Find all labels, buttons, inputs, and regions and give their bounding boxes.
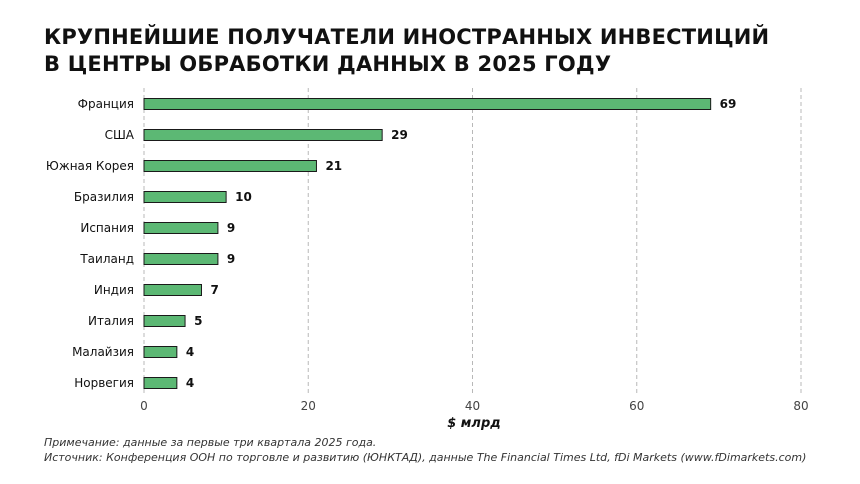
value-label: 5 — [194, 314, 202, 328]
bar — [143, 284, 202, 296]
value-labels: 69 29 21 10 9 9 7 5 4 4 — [186, 97, 737, 390]
category-label: Индия — [94, 283, 134, 297]
x-tick-label: 40 — [465, 399, 480, 413]
x-tick-label: 0 — [140, 399, 148, 413]
value-label: 9 — [227, 252, 235, 266]
bar — [143, 253, 219, 265]
bar — [143, 315, 186, 327]
category-label: Таиланд — [79, 252, 134, 266]
x-axis-label: $ млрд — [447, 416, 501, 431]
category-label: Испания — [80, 221, 134, 235]
category-label: США — [105, 128, 135, 142]
value-label: 10 — [235, 190, 252, 204]
value-label: 4 — [186, 345, 194, 359]
bar — [143, 191, 227, 203]
category-label: Франция — [78, 97, 134, 111]
value-label: 21 — [325, 159, 342, 173]
bar — [143, 129, 383, 141]
x-tick-labels: 0 20 40 60 80 — [140, 399, 808, 413]
footnote: Примечание: данные за первые три квартал… — [44, 435, 806, 465]
category-label: Италия — [88, 314, 134, 328]
bar — [143, 377, 178, 389]
bar — [143, 346, 178, 358]
source-text: Источник: Конференция ООН по торговле и … — [44, 451, 807, 464]
category-labels: Франция США Южная Корея Бразилия Испания Таил… — [46, 97, 135, 390]
chart-title: КРУПНЕЙШИЕ ПОЛУЧАТЕЛИ ИНОСТРАННЫХ ИНВЕСТ… — [44, 24, 824, 78]
category-label: Бразилия — [74, 190, 134, 204]
value-label: 7 — [210, 283, 218, 297]
category-label: Южная Корея — [46, 159, 134, 173]
chart-title-line-1: КРУПНЕЙШИЕ ПОЛУЧАТЕЛИ ИНОСТРАННЫХ ИНВЕСТ… — [44, 25, 770, 49]
category-label: Норвегия — [74, 376, 134, 390]
x-tick-label: 20 — [301, 399, 316, 413]
bars — [143, 98, 712, 389]
value-label: 4 — [186, 376, 194, 390]
bar — [143, 98, 712, 110]
chart-title-line-2: В ЦЕНТРЫ ОБРАБОТКИ ДАННЫХ В 2025 ГОДУ — [44, 52, 612, 76]
x-tick-label: 60 — [629, 399, 644, 413]
value-label: 29 — [391, 128, 408, 142]
bar — [143, 222, 219, 234]
bar — [143, 160, 317, 172]
category-label: Малайзия — [72, 345, 134, 359]
value-label: 9 — [227, 221, 235, 235]
note-text: Примечание: данные за первые три квартал… — [44, 436, 377, 449]
value-label: 69 — [720, 97, 737, 111]
x-tick-label: 80 — [793, 399, 808, 413]
